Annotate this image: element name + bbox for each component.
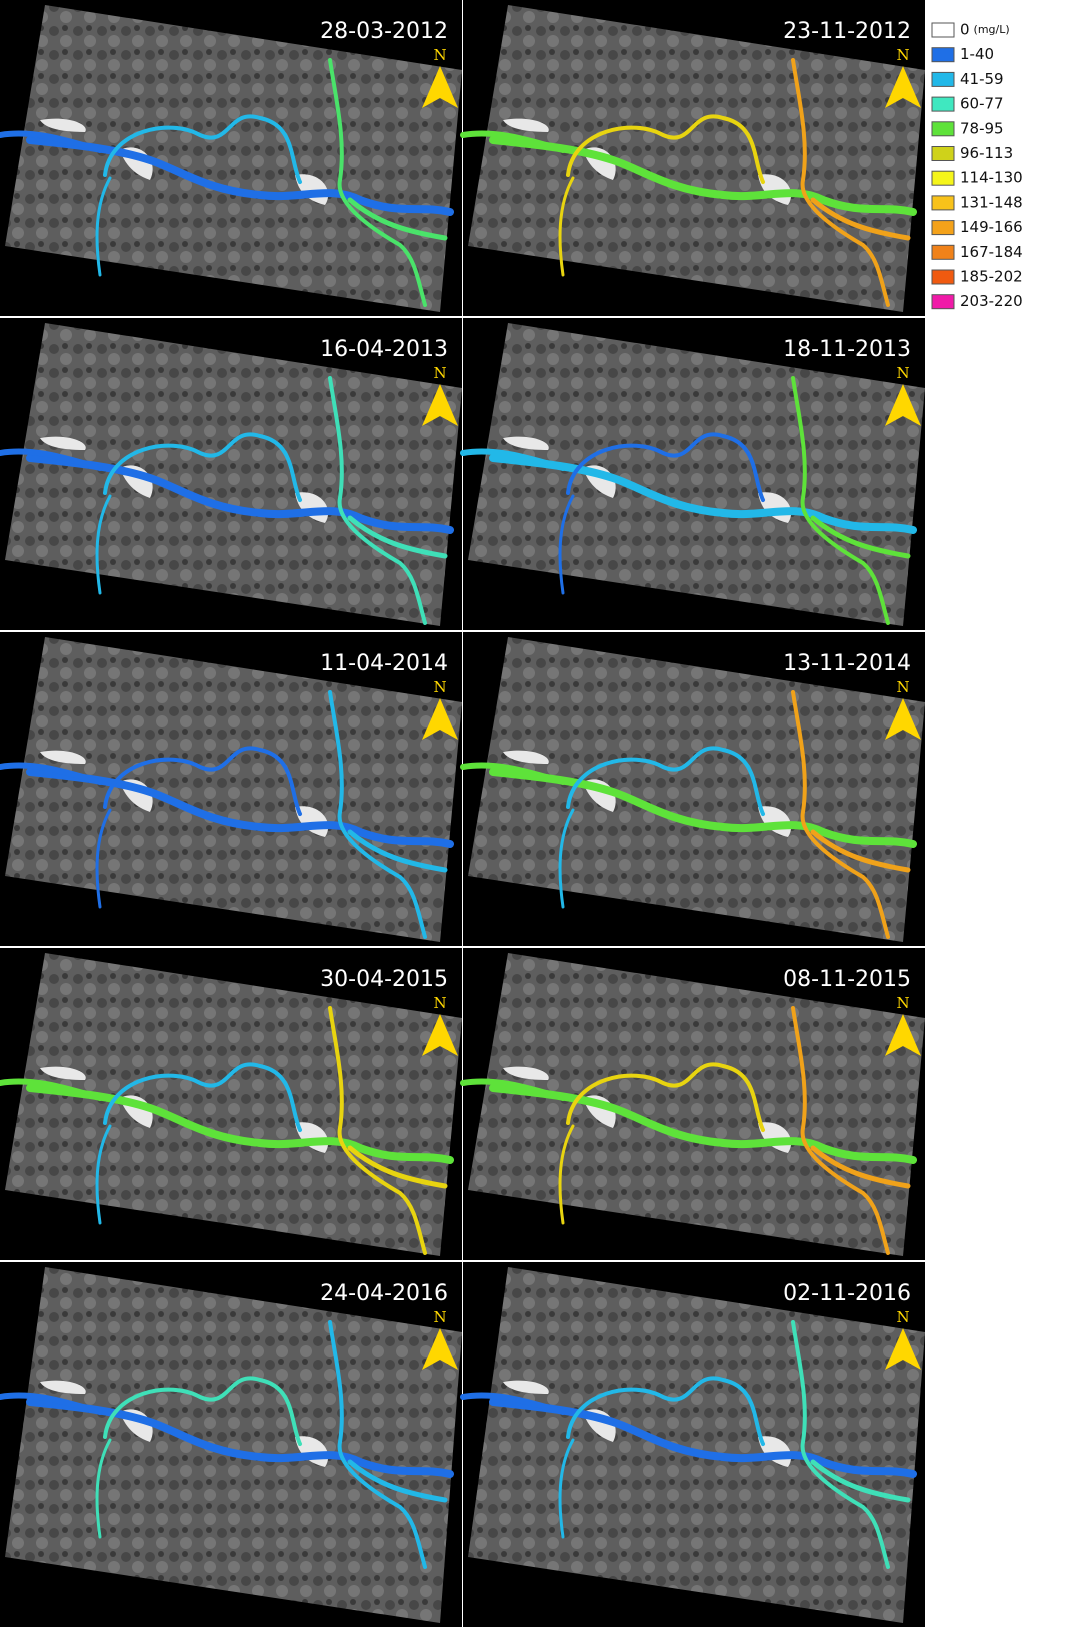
north-label: N <box>433 46 446 64</box>
north-label: N <box>433 1308 446 1326</box>
map-panel: 28-03-2012 N <box>0 0 462 316</box>
legend-swatch <box>932 23 954 37</box>
legend-swatch <box>932 196 954 210</box>
legend-label: 203-220 <box>960 292 1023 310</box>
map-panel: 13-11-2014 N <box>463 632 925 946</box>
legend-swatch <box>932 270 954 284</box>
map-panel: 16-04-2013 N <box>0 318 462 630</box>
legend-label: 96-113 <box>960 144 1013 162</box>
legend-swatch <box>932 295 954 309</box>
north-label: N <box>896 678 909 696</box>
legend-swatch <box>932 72 954 86</box>
date-label: 30-04-2015 <box>320 967 448 992</box>
legend-label: 60-77 <box>960 95 1004 113</box>
date-label: 24-04-2016 <box>320 1281 448 1306</box>
legend-swatch <box>932 147 954 161</box>
map-panel: 11-04-2014 N <box>0 632 462 946</box>
date-label: 16-04-2013 <box>320 337 448 362</box>
map-panel: 08-11-2015 N <box>463 948 925 1260</box>
north-label: N <box>896 46 909 64</box>
legend-label: 78-95 <box>960 119 1004 137</box>
legend-label: 167-184 <box>960 243 1023 261</box>
map-panel: 24-04-2016 N <box>0 1262 462 1627</box>
figure: 28-03-2012N23-11-2012N16-04-2013N18-11-2… <box>0 0 1092 1629</box>
date-label: 08-11-2015 <box>783 967 911 992</box>
north-label: N <box>896 364 909 382</box>
north-label: N <box>896 994 909 1012</box>
map-panel: 02-11-2016 N <box>463 1262 925 1627</box>
legend-label: 185-202 <box>960 268 1023 286</box>
date-label: 23-11-2012 <box>783 19 911 44</box>
legend-unit: (mg/L) <box>974 23 1010 36</box>
date-label: 28-03-2012 <box>320 19 448 44</box>
legend-label: 149-166 <box>960 218 1023 236</box>
legend-label: 41-59 <box>960 70 1004 88</box>
date-label: 13-11-2014 <box>783 651 911 676</box>
north-label: N <box>433 678 446 696</box>
map-panel: 30-04-2015 N <box>0 948 462 1260</box>
map-panel: 23-11-2012 N <box>463 0 925 316</box>
legend-label: 0(mg/L) <box>960 21 1010 39</box>
north-label: N <box>433 364 446 382</box>
legend-label: 1-40 <box>960 45 994 63</box>
legend-label: 114-130 <box>960 169 1023 187</box>
legend-swatch <box>932 122 954 136</box>
legend-label: 131-148 <box>960 193 1023 211</box>
legend-swatch <box>932 221 954 235</box>
north-label: N <box>896 1308 909 1326</box>
page: {"panels": [ {"date": "28-03-2012", "nor… <box>0 0 1092 1629</box>
date-label: 18-11-2013 <box>783 337 911 362</box>
map-panel: 18-11-2013 N <box>463 318 925 630</box>
legend: 0(mg/L) 1-40 41-59 60-77 78-95 96-113 114-130 1… <box>932 21 1023 311</box>
legend-swatch <box>932 245 954 259</box>
date-label: 11-04-2014 <box>320 651 448 676</box>
legend-swatch <box>932 48 954 62</box>
legend-swatch <box>932 171 954 185</box>
legend-swatch <box>932 97 954 111</box>
north-label: N <box>433 994 446 1012</box>
date-label: 02-11-2016 <box>783 1281 911 1306</box>
